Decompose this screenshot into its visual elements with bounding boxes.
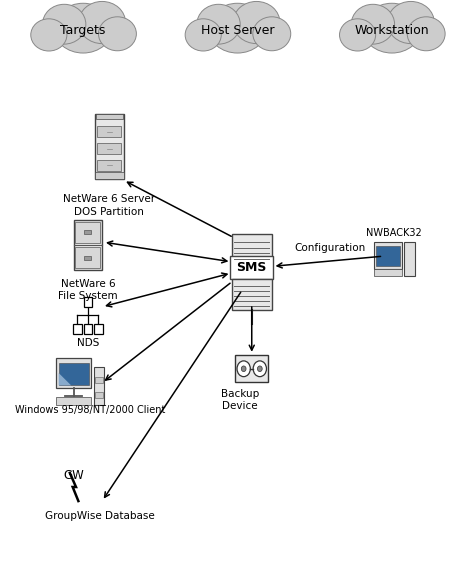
Bar — [95, 392, 103, 397]
Text: Windows 95/98/NT/2000 Client: Windows 95/98/NT/2000 Client — [15, 405, 165, 415]
Text: SMS: SMS — [237, 261, 267, 274]
Bar — [56, 397, 91, 405]
Text: Host Server: Host Server — [201, 24, 274, 38]
Bar — [232, 279, 272, 310]
Ellipse shape — [185, 19, 221, 51]
Text: NDS: NDS — [76, 338, 99, 348]
Bar — [235, 355, 268, 382]
Circle shape — [241, 366, 246, 372]
Bar — [84, 297, 92, 307]
Bar — [85, 256, 91, 260]
Text: Backup
Device: Backup Device — [221, 389, 259, 412]
Text: NWBACK32: NWBACK32 — [366, 227, 422, 238]
Polygon shape — [59, 373, 71, 385]
Ellipse shape — [197, 5, 240, 44]
Bar — [230, 256, 273, 279]
Ellipse shape — [362, 3, 421, 53]
Bar — [374, 269, 402, 276]
Bar — [97, 126, 121, 137]
Bar — [56, 358, 91, 388]
Bar — [59, 363, 88, 385]
Ellipse shape — [98, 17, 136, 51]
Ellipse shape — [43, 5, 86, 44]
Text: NetWare 6
File System: NetWare 6 File System — [58, 279, 118, 301]
Bar — [95, 377, 103, 383]
Text: GroupWise Database: GroupWise Database — [45, 511, 155, 521]
Circle shape — [237, 361, 250, 377]
Bar — [197, 29, 278, 41]
Bar — [96, 114, 123, 119]
Ellipse shape — [233, 2, 280, 43]
Ellipse shape — [407, 17, 445, 51]
Bar — [76, 247, 100, 268]
Bar — [94, 324, 103, 334]
Bar — [232, 234, 272, 265]
Ellipse shape — [208, 3, 267, 53]
Bar — [74, 220, 102, 270]
Bar — [85, 230, 91, 234]
Bar — [84, 324, 92, 334]
Bar — [374, 242, 402, 269]
Ellipse shape — [78, 2, 125, 43]
Bar — [351, 29, 432, 41]
Bar — [73, 324, 82, 334]
Ellipse shape — [31, 19, 67, 51]
Bar — [76, 222, 100, 243]
Bar — [95, 172, 124, 179]
Ellipse shape — [387, 2, 434, 43]
Bar — [404, 242, 415, 276]
Text: Workstation: Workstation — [354, 24, 429, 38]
Bar — [42, 29, 124, 41]
Bar — [97, 160, 121, 171]
Text: GW: GW — [63, 469, 84, 482]
Text: Configuration: Configuration — [294, 243, 366, 253]
Circle shape — [257, 366, 262, 372]
Text: NetWare 6 Server
DOS Partition: NetWare 6 Server DOS Partition — [63, 194, 155, 217]
Bar — [94, 367, 104, 405]
Ellipse shape — [54, 3, 113, 53]
Circle shape — [253, 361, 266, 377]
Ellipse shape — [253, 17, 291, 51]
Ellipse shape — [340, 19, 376, 51]
Text: Targets: Targets — [60, 24, 106, 38]
Ellipse shape — [351, 5, 395, 44]
Bar — [376, 247, 400, 266]
Bar — [97, 143, 121, 154]
Bar — [95, 114, 124, 179]
